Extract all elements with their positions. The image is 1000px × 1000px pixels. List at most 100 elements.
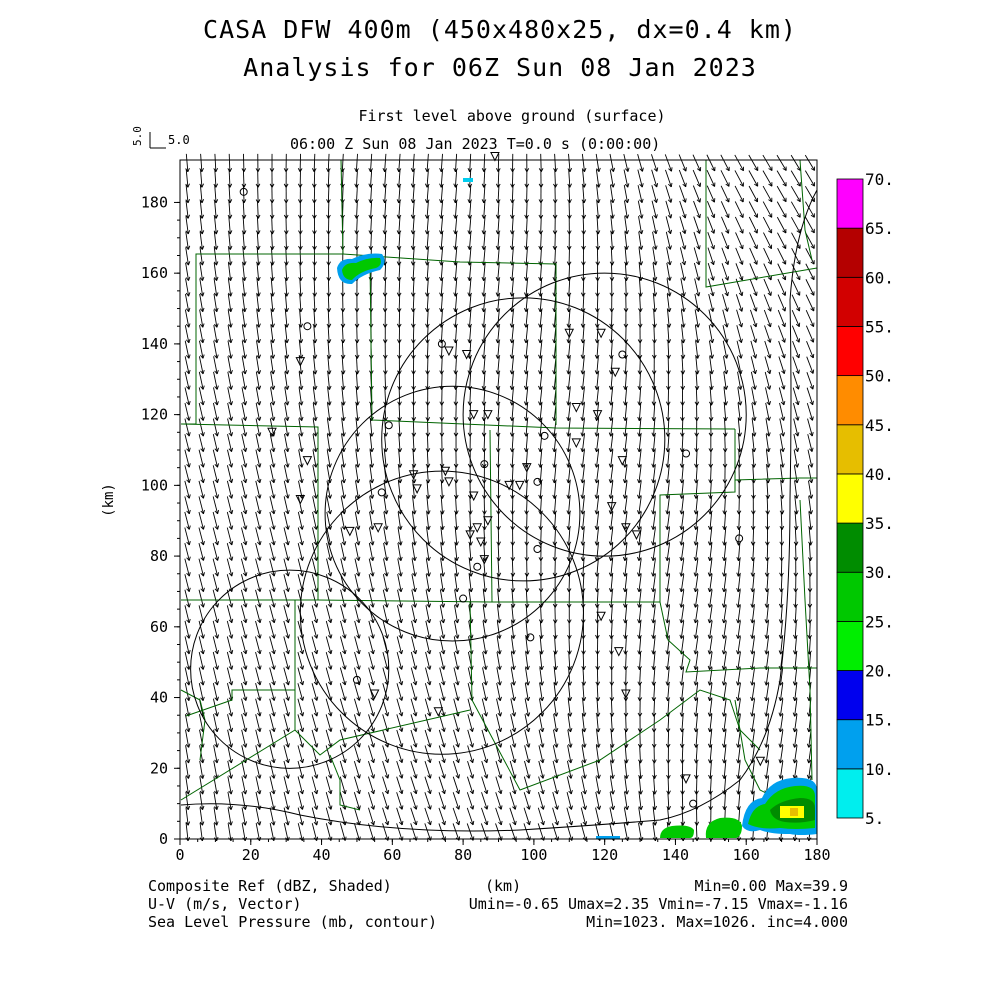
wind-vector bbox=[227, 402, 234, 421]
station-circle bbox=[459, 594, 468, 603]
wind-vector bbox=[481, 309, 487, 328]
colorbar-level-label: 35. bbox=[865, 514, 894, 533]
wind-vector bbox=[510, 589, 516, 608]
wind-vector bbox=[693, 636, 699, 655]
wind-vector bbox=[793, 542, 799, 562]
wind-vector bbox=[637, 698, 643, 717]
wind-vector bbox=[184, 465, 191, 484]
wind-vector bbox=[312, 278, 318, 297]
wind-vector bbox=[341, 433, 346, 453]
wind-vector bbox=[298, 247, 303, 266]
wind-vector bbox=[595, 169, 601, 188]
wind-vector bbox=[410, 262, 416, 281]
wind-vector bbox=[608, 542, 614, 562]
wind-vector bbox=[326, 558, 333, 577]
wind-vector bbox=[425, 480, 431, 499]
wind-vector bbox=[552, 216, 558, 235]
wind-vector bbox=[805, 217, 815, 234]
wind-vector bbox=[481, 169, 487, 188]
wind-vector bbox=[792, 714, 798, 733]
wind-vector bbox=[694, 433, 699, 453]
wind-vector bbox=[269, 605, 276, 624]
wind-vector bbox=[269, 200, 275, 219]
wind-vector bbox=[199, 200, 205, 219]
station-triangle bbox=[571, 438, 582, 449]
axes: 0 20 40 60 80 100 120 140 160 1800204060801001201… bbox=[141, 193, 831, 864]
wind-vector bbox=[778, 356, 786, 375]
wind-vector bbox=[609, 278, 615, 297]
wind-vector bbox=[566, 480, 572, 499]
wind-vector bbox=[651, 169, 659, 188]
wind-vector bbox=[679, 527, 685, 546]
wind-vector bbox=[735, 294, 744, 312]
wind-vector bbox=[595, 293, 600, 313]
wind-vector bbox=[720, 201, 730, 219]
wind-vector bbox=[792, 698, 798, 717]
wind-vector bbox=[638, 293, 643, 313]
wind-vector bbox=[737, 402, 743, 421]
vector-key-rotated-label: 5.0 bbox=[131, 126, 144, 146]
wind-vector bbox=[410, 667, 418, 686]
wind-vector bbox=[454, 589, 460, 608]
wind-vector bbox=[467, 714, 474, 733]
wind-vector bbox=[241, 371, 248, 390]
wind-vector bbox=[595, 620, 600, 639]
wind-vector bbox=[665, 729, 671, 748]
wind-vector bbox=[805, 325, 815, 343]
wind-vector bbox=[736, 496, 742, 515]
wind-vector bbox=[426, 542, 431, 562]
wind-vector bbox=[524, 262, 529, 281]
colorbar-swatch bbox=[836, 375, 864, 426]
wind-vector bbox=[439, 667, 446, 686]
wind-vector bbox=[298, 465, 304, 484]
wind-vector bbox=[439, 480, 445, 499]
wind-vector bbox=[496, 698, 503, 717]
wind-vector bbox=[651, 542, 656, 562]
wind-vector bbox=[496, 636, 502, 655]
wind-vector bbox=[553, 667, 559, 686]
wind-vector bbox=[311, 636, 319, 655]
wind-vector bbox=[482, 589, 488, 608]
wind-vector bbox=[509, 418, 515, 437]
wind-vector bbox=[807, 465, 814, 484]
wind-vector bbox=[241, 698, 248, 717]
wind-vector bbox=[284, 293, 289, 313]
wind-vector bbox=[242, 278, 247, 297]
wind-vector bbox=[255, 776, 262, 795]
wind-vector bbox=[482, 542, 488, 562]
wind-vector bbox=[495, 402, 501, 422]
wind-vector bbox=[284, 387, 290, 406]
station-circle bbox=[540, 431, 549, 440]
wind-vector bbox=[552, 200, 558, 219]
wind-vector bbox=[608, 418, 614, 437]
wind-vector bbox=[805, 279, 815, 296]
wind-vector bbox=[524, 465, 529, 484]
wind-vector bbox=[226, 667, 234, 686]
wind-vector bbox=[425, 356, 430, 375]
wind-vector bbox=[411, 449, 417, 468]
wind-vector bbox=[762, 216, 773, 234]
wind-vector bbox=[227, 449, 234, 468]
wind-vector bbox=[764, 340, 772, 359]
wind-vector bbox=[410, 153, 416, 173]
wind-vector bbox=[326, 387, 332, 406]
wind-vector bbox=[453, 465, 459, 484]
wind-vector bbox=[791, 278, 801, 296]
wind-vector bbox=[651, 449, 656, 468]
wind-vector bbox=[241, 449, 248, 468]
wind-vector bbox=[666, 309, 672, 328]
wind-vector bbox=[269, 434, 276, 453]
wind-vector bbox=[538, 387, 543, 406]
wind-vector bbox=[509, 324, 515, 344]
wind-vector bbox=[595, 278, 600, 297]
wind-vector bbox=[353, 745, 361, 764]
wind-vector bbox=[411, 558, 417, 577]
wind-vector bbox=[396, 247, 402, 266]
wind-vector bbox=[750, 356, 757, 375]
wind-vector bbox=[538, 216, 544, 235]
wind-vector bbox=[369, 418, 374, 437]
wind-vector bbox=[227, 216, 233, 235]
wind-vector bbox=[482, 651, 488, 670]
wind-vector bbox=[482, 496, 487, 515]
wind-vector bbox=[762, 185, 773, 203]
